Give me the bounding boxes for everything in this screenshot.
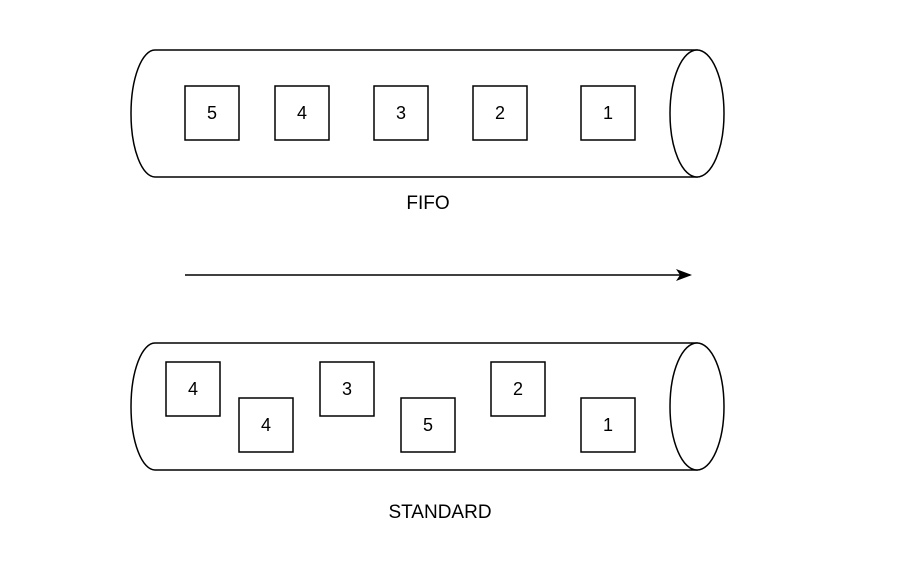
message-box	[165, 361, 221, 417]
fifo-label: FIFO	[406, 193, 449, 214]
standard-message-3: 3	[319, 361, 375, 417]
message-box	[580, 85, 636, 141]
standard-message-2: 2	[490, 361, 546, 417]
message-label: 4	[297, 103, 307, 123]
message-box	[490, 361, 546, 417]
fifo-message-5: 5	[184, 85, 240, 141]
message-box	[400, 397, 456, 453]
standard-message-1: 1	[580, 397, 636, 453]
fifo-message-3: 3	[373, 85, 429, 141]
message-box	[319, 361, 375, 417]
message-label: 4	[261, 415, 271, 435]
standard-label: STANDARD	[388, 502, 491, 523]
message-label: 4	[188, 379, 198, 399]
standard-cylinder-end	[669, 342, 725, 471]
message-label: 2	[495, 103, 505, 123]
message-label: 3	[342, 379, 352, 399]
fifo-message-1: 1	[580, 85, 636, 141]
fifo-queue: 5 4 3 2 1	[130, 49, 725, 178]
message-box	[373, 85, 429, 141]
message-box	[184, 85, 240, 141]
fifo-message-4: 4	[274, 85, 330, 141]
message-box	[238, 397, 294, 453]
standard-message-4a: 4	[165, 361, 221, 417]
message-label: 3	[396, 103, 406, 123]
message-label: 5	[207, 103, 217, 123]
fifo-message-2: 2	[472, 85, 528, 141]
message-box	[274, 85, 330, 141]
message-label: 2	[513, 379, 523, 399]
fifo-cylinder-end	[669, 49, 725, 178]
message-box	[472, 85, 528, 141]
message-box	[580, 397, 636, 453]
message-label: 5	[423, 415, 433, 435]
message-label: 1	[603, 103, 613, 123]
standard-message-4b: 4	[238, 397, 294, 453]
standard-queue: 4 4 3 5 2 1	[130, 342, 725, 471]
message-label: 1	[603, 415, 613, 435]
standard-message-5: 5	[400, 397, 456, 453]
